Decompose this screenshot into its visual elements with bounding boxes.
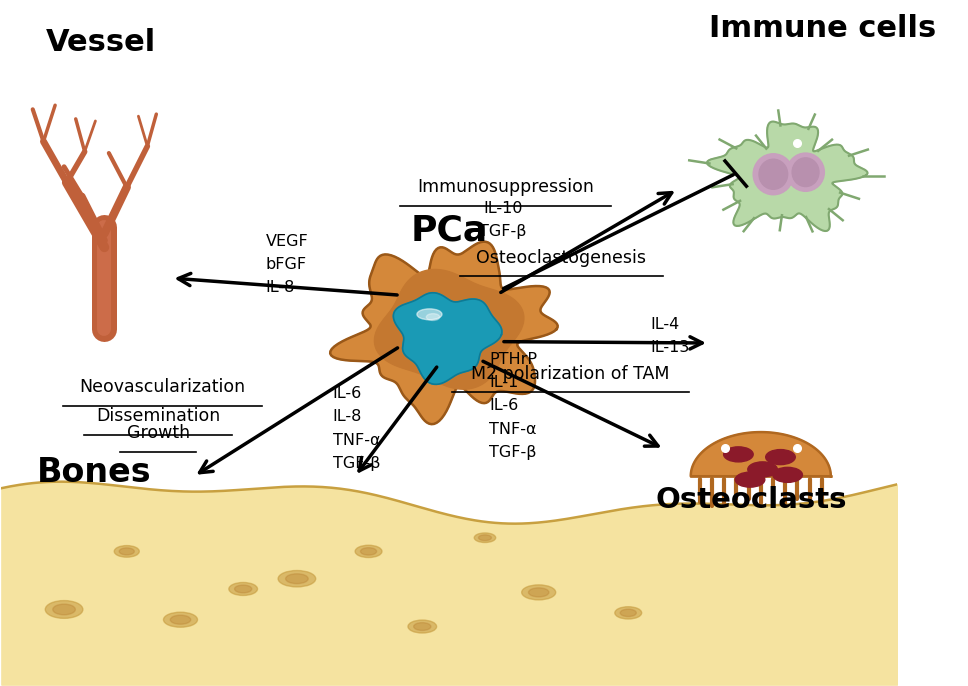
Ellipse shape bbox=[759, 159, 788, 189]
Text: PTHrP
IL-1
IL-6
TNF-α
TGF-β: PTHrP IL-1 IL-6 TNF-α TGF-β bbox=[490, 351, 537, 460]
Ellipse shape bbox=[474, 533, 496, 543]
Ellipse shape bbox=[360, 547, 377, 555]
Text: IL-6
IL-8
TNF-α
TGF-β: IL-6 IL-8 TNF-α TGF-β bbox=[333, 386, 380, 471]
Ellipse shape bbox=[228, 582, 257, 595]
Ellipse shape bbox=[529, 588, 549, 597]
Ellipse shape bbox=[413, 623, 431, 630]
Polygon shape bbox=[393, 293, 502, 384]
Ellipse shape bbox=[736, 472, 765, 487]
Ellipse shape bbox=[355, 545, 382, 558]
Ellipse shape bbox=[426, 314, 439, 320]
Ellipse shape bbox=[787, 153, 825, 191]
Polygon shape bbox=[330, 241, 558, 424]
Ellipse shape bbox=[615, 606, 642, 619]
Text: Growth: Growth bbox=[127, 424, 190, 442]
Ellipse shape bbox=[772, 467, 802, 482]
Polygon shape bbox=[691, 432, 831, 476]
Ellipse shape bbox=[724, 447, 753, 462]
Ellipse shape bbox=[53, 604, 76, 615]
Ellipse shape bbox=[286, 573, 308, 584]
Text: Dissemination: Dissemination bbox=[96, 407, 221, 425]
Text: Bones: Bones bbox=[37, 456, 152, 489]
Text: Neovascularization: Neovascularization bbox=[79, 379, 246, 397]
Text: Osteoclasts: Osteoclasts bbox=[655, 486, 847, 514]
Text: VEGF
bFGF
IL-8: VEGF bFGF IL-8 bbox=[265, 233, 309, 296]
Text: PCa: PCa bbox=[410, 213, 488, 247]
Ellipse shape bbox=[753, 154, 794, 195]
Text: Osteoclastogenesis: Osteoclastogenesis bbox=[476, 248, 646, 267]
Polygon shape bbox=[707, 121, 867, 231]
Text: Immune cells: Immune cells bbox=[709, 14, 936, 43]
Ellipse shape bbox=[748, 462, 777, 477]
Ellipse shape bbox=[119, 548, 135, 555]
Ellipse shape bbox=[478, 535, 492, 541]
Text: M2 polarization of TAM: M2 polarization of TAM bbox=[470, 365, 669, 383]
Ellipse shape bbox=[234, 585, 252, 593]
Ellipse shape bbox=[45, 600, 83, 618]
Ellipse shape bbox=[278, 571, 316, 587]
Text: IL-4
IL-13: IL-4 IL-13 bbox=[650, 317, 690, 355]
Ellipse shape bbox=[620, 609, 636, 617]
Ellipse shape bbox=[792, 158, 819, 187]
Ellipse shape bbox=[170, 615, 191, 624]
Text: Immunosuppression: Immunosuppression bbox=[417, 178, 594, 196]
Ellipse shape bbox=[164, 612, 197, 627]
Ellipse shape bbox=[114, 545, 139, 557]
Text: Vessel: Vessel bbox=[46, 28, 157, 57]
Ellipse shape bbox=[417, 309, 442, 320]
Ellipse shape bbox=[766, 449, 796, 464]
Polygon shape bbox=[375, 270, 524, 389]
Text: IL-10
TGF-β: IL-10 TGF-β bbox=[479, 201, 527, 239]
Ellipse shape bbox=[522, 585, 556, 600]
Ellipse shape bbox=[408, 620, 437, 633]
